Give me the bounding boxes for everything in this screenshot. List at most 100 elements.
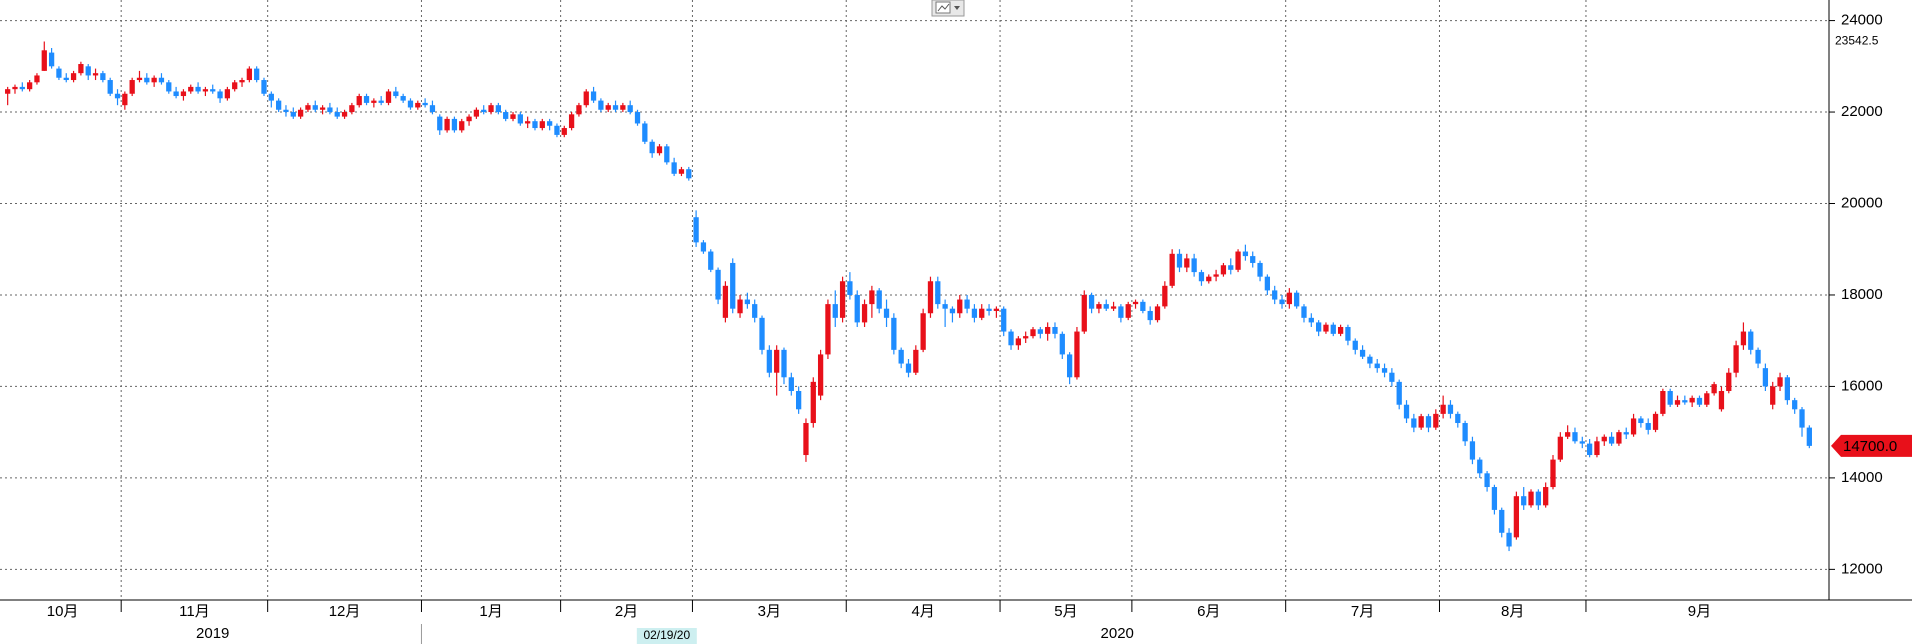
candle-body: [503, 112, 509, 119]
candle-body: [927, 281, 934, 314]
candle-body: [1630, 418, 1637, 435]
x-tick-label: 4月: [911, 603, 934, 620]
candle-body: [56, 68, 62, 78]
candle-body: [810, 381, 816, 424]
candle-body: [1799, 409, 1805, 428]
candle-body: [1674, 400, 1681, 405]
candle-body: [1110, 306, 1117, 309]
candle-body: [598, 100, 604, 110]
candle-body: [796, 391, 802, 410]
candle-body: [1616, 432, 1622, 444]
candle-body: [1499, 509, 1505, 533]
candle-body: [708, 251, 714, 270]
candle-body: [1484, 473, 1490, 488]
candle-body: [437, 116, 443, 131]
candle-body: [583, 91, 589, 106]
candle-body: [1001, 308, 1007, 332]
y-tick-label: 20000: [1841, 194, 1883, 211]
candle-body: [371, 100, 377, 103]
candle-body: [276, 100, 282, 110]
cursor-date-box: [636, 628, 697, 644]
candle-body: [1045, 326, 1051, 334]
candle-body: [1264, 276, 1271, 291]
candle-body: [532, 121, 538, 129]
x-tick-label: 2月: [615, 603, 638, 620]
candle-body: [525, 121, 531, 124]
candle-body: [1059, 333, 1065, 355]
candle-body: [100, 73, 106, 81]
button-arrow[interactable]: [954, 6, 960, 10]
candle-body: [1403, 404, 1410, 419]
candle-body: [832, 304, 838, 318]
candle-body: [1660, 391, 1666, 414]
candle-body: [986, 308, 992, 311]
candle-body: [759, 317, 765, 350]
candle-body: [1586, 443, 1593, 456]
candle-body: [1015, 338, 1021, 346]
candle-body: [1777, 377, 1783, 387]
candle-body: [891, 317, 897, 350]
candle-body: [664, 146, 670, 163]
button-icon-line[interactable]: [937, 3, 950, 12]
candle-body: [1462, 423, 1468, 442]
candle-body: [678, 169, 685, 174]
candle-body: [224, 89, 231, 99]
candle-body: [1608, 436, 1615, 444]
candle-body: [1726, 372, 1732, 392]
candle-body: [898, 349, 904, 364]
candle-body: [473, 109, 480, 117]
last-price-tag: [1831, 434, 1912, 457]
candle-body: [605, 105, 611, 110]
candle-body: [1433, 413, 1439, 428]
candle-body: [1316, 322, 1322, 332]
candle-body: [847, 281, 853, 295]
candle-body: [1301, 306, 1307, 318]
candle-body: [554, 125, 560, 135]
cursor-date-label: 02/19/20: [643, 628, 690, 642]
candle-body: [1770, 386, 1776, 405]
candle-body: [1550, 459, 1556, 488]
x-tick-label: 8月: [1501, 603, 1524, 620]
candle-body: [1359, 349, 1366, 357]
candle-body: [671, 162, 677, 174]
candle-body: [1008, 331, 1014, 346]
candle-body: [979, 308, 985, 318]
candle-body: [817, 354, 824, 396]
chart-type-button[interactable]: [931, 0, 965, 17]
candle-body: [1074, 331, 1080, 378]
candle-body: [590, 91, 597, 101]
candle-body: [883, 308, 890, 318]
candle-body: [63, 77, 69, 81]
candle-body: [1755, 349, 1761, 364]
candle-body: [1330, 324, 1336, 334]
candle-body: [1711, 384, 1717, 394]
candle-body: [180, 91, 187, 97]
candle-body: [905, 363, 912, 373]
candle-body: [642, 123, 648, 142]
candle-body: [627, 105, 633, 113]
y-tick-label: 16000: [1841, 377, 1883, 394]
candle-body: [1748, 331, 1754, 350]
candle-body: [378, 100, 384, 103]
x-tick-label: 6月: [1197, 603, 1220, 620]
candle-body: [34, 75, 40, 83]
candle-body: [451, 118, 458, 131]
candle-body: [92, 73, 99, 76]
candle-body: [686, 169, 692, 179]
x-tick-label: 10月: [47, 603, 79, 620]
candle-body: [1235, 251, 1241, 270]
candle-body: [1440, 404, 1446, 414]
candle-body: [517, 114, 523, 124]
candle-body: [510, 114, 516, 119]
candle-body: [1352, 340, 1358, 350]
candle-body: [1513, 496, 1520, 538]
candle-body: [561, 128, 567, 135]
candle-body: [693, 217, 699, 243]
candle-body: [429, 105, 436, 113]
candle-body: [1279, 299, 1285, 305]
candle-body: [1506, 532, 1512, 547]
candle-body: [1337, 326, 1344, 334]
candle-body: [1162, 285, 1168, 307]
candle-body: [114, 93, 121, 99]
